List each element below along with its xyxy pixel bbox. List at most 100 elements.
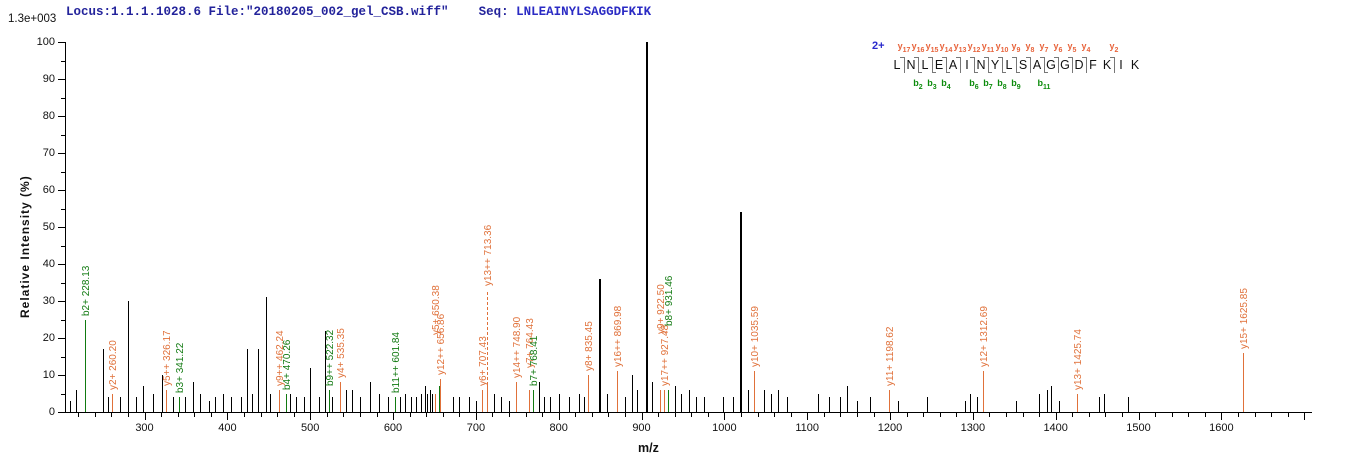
x-tick [956,413,958,417]
x-tick-label: 1300 [960,422,986,434]
spectrum-peak [637,389,639,412]
y-ion-label: y13 [953,41,967,54]
x-tick [558,413,560,420]
x-tick [1155,413,1157,417]
b-ion-label: b6 [969,78,979,91]
y-tick [61,393,65,395]
intensity-scale-label: 1.3e+003 [8,13,57,25]
x-tick [111,413,113,417]
spectrum-peak-y-ion [516,382,518,412]
spectrum-peak [856,400,858,412]
x-tick [310,413,312,420]
spectrum-peak-y-ion [529,389,531,412]
x-tick [459,413,461,417]
x-tick [674,413,676,417]
spectrum-peak [185,397,187,412]
peak-label: y16++ 869.98 [612,306,624,368]
spectrum-peak [152,393,154,412]
fragment-boundary-mark [955,57,961,73]
peak-label: y11+ 1198.62 [884,326,896,386]
y-ion-label: y12 [967,41,981,54]
peak-label: y5++ 326.17 [162,330,174,386]
peptide-residue: D [1074,58,1084,72]
spectrum-peak-b-ion [667,389,669,412]
spectrum-peak [543,397,545,412]
x-tick [260,413,262,417]
y-tick [61,356,65,358]
x-tick [625,413,626,417]
x-tick [691,413,693,417]
peak-label: b4+ 470.26 [281,339,293,390]
spectrum-peak [475,400,477,412]
x-tick [840,413,842,417]
x-tick [161,413,163,417]
spectrum-peak-y-ion [278,389,280,412]
y-tick-label: 0 [48,406,55,418]
peptide-residue: N [906,58,916,72]
y-axis-line [65,42,66,412]
fragment-boundary-mark [941,57,950,73]
y-tick-label: 60 [42,184,55,196]
spectrum-peak [828,397,830,412]
spectrum-peak [359,397,361,412]
spectrum-peak [119,397,121,412]
spectrum-peak [214,397,216,412]
spectrum-peak [270,393,272,412]
x-tick [393,413,394,420]
spectrum-peak [424,386,426,412]
spectrum-peak [681,393,683,412]
peptide-residue: I [965,58,969,72]
x-tick [426,413,428,417]
x-tick [807,413,809,420]
peptide-residue: K [1130,58,1140,72]
x-tick [128,413,129,417]
x-tick-label: 1500 [1126,422,1151,434]
y-tick [61,245,65,247]
peak-label: b2+ 228.13 [81,265,92,316]
spectrum-peak [103,349,105,412]
fragment-boundary-mark [997,57,1006,73]
x-tick [293,413,295,417]
b-ion-label: b3 [927,78,937,91]
y-ion-label: y8 [1025,41,1035,54]
spectrum-peak [325,330,327,412]
peak-label: y4+ 535.35 [335,328,347,379]
spectrum-peak [778,389,780,412]
spectrum-peak-y-ion [482,389,483,412]
fragment-boundary-mark [913,57,922,73]
fragment-boundary-mark [1067,57,1073,73]
spectrum-peak [427,393,428,412]
x-axis-title: m/z [638,441,659,455]
fragment-boundary-mark [1025,57,1031,73]
spectrum-peak [161,375,163,412]
spectrum-peak-b-ion [178,397,180,412]
x-tick [442,413,444,417]
spectrum-peak [494,393,496,412]
x-tick [575,413,577,417]
spectrum-peak [740,212,743,412]
y-tick [58,116,65,117]
x-axis-line [65,412,1312,413]
x-tick [658,413,660,417]
x-tick [1221,413,1223,420]
y-tick [61,319,65,321]
x-tick [326,413,328,417]
x-tick [1039,413,1041,417]
spectrum-peak [310,367,312,412]
spectrum-peak [247,349,249,412]
y-tick [58,42,65,43]
x-tick [542,413,544,417]
spectrum-peak [1098,397,1100,412]
x-tick [525,413,527,417]
x-tick [177,413,179,417]
x-tick [823,413,825,417]
peptide-residue: F [1089,58,1097,72]
spectrum-peak-b-ion [85,319,86,412]
spectrum-peak [209,400,211,412]
y-tick [61,171,65,173]
spectrum-peak-y-ion [1242,352,1244,412]
spectrum-peak [405,393,407,412]
spectrum-peak [970,393,972,412]
